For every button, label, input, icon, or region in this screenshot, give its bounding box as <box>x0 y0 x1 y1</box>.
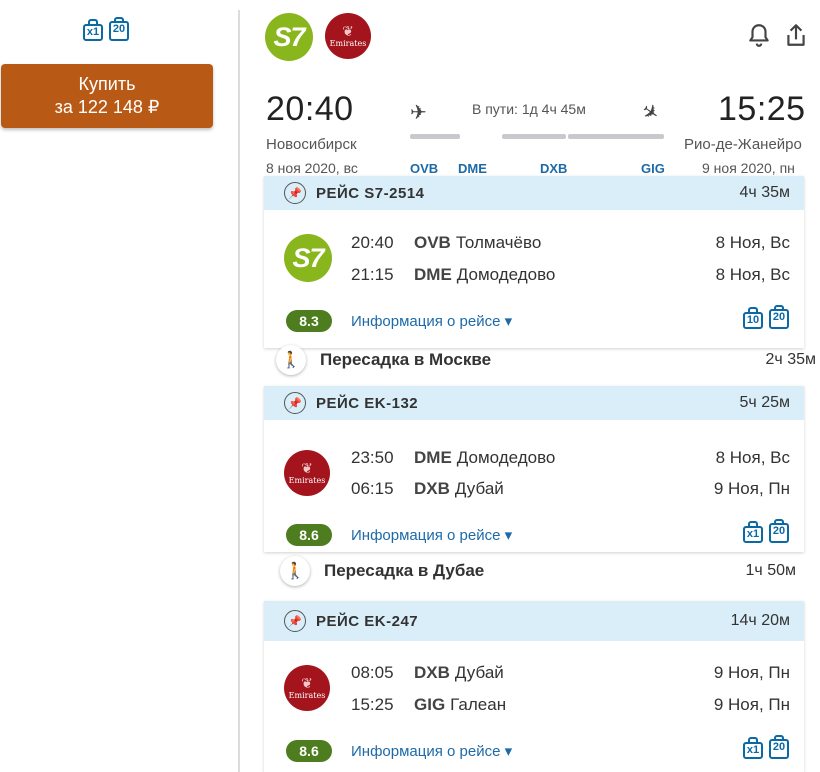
takeoff-icon: ✈ <box>410 102 427 124</box>
route-segment <box>502 134 566 139</box>
flight-number: РЕЙС S7-2514 <box>316 184 425 202</box>
s7-logo-icon: S7 <box>284 234 332 282</box>
segment-departure: 20:40 OVB Толмачёво 8 Ноя, Вс <box>351 233 790 252</box>
segment-arrival: 15:25 GIG Галеан 9 Ноя, Пн <box>351 695 790 714</box>
buy-button[interactable]: Купить за 122 148 ₽ <box>1 64 213 128</box>
caret-down-icon: ▾ <box>504 527 513 544</box>
route-segment <box>410 134 460 139</box>
flight-info-link[interactable]: Информация о рейсе ▾ <box>351 313 513 330</box>
flight-header[interactable]: 📌 РЕЙС S7-2514 4ч 35м <box>264 176 804 210</box>
pin-icon: 📌 <box>284 182 306 204</box>
carry-on-bag-icon: x1 <box>82 18 104 42</box>
transfer-moscow: 🚶 Пересадка в Москве 2ч 35м <box>276 345 816 375</box>
flight-duration: 4ч 35м <box>739 184 790 201</box>
route-code: DME <box>458 161 487 176</box>
checked-bag-icon: 20 <box>768 305 790 330</box>
departure-city: Новосибирск <box>266 136 357 153</box>
emirates-logo-icon: ❦ Emirates <box>325 13 371 59</box>
departure-date: 8 ноя 2020, вс <box>266 160 358 176</box>
flight-duration: 5ч 25м <box>739 394 790 411</box>
flight-header[interactable]: 📌 РЕЙС EK-132 5ч 25м <box>264 386 804 420</box>
column-divider <box>238 10 240 772</box>
left-panel: x1 20 Купить за 122 148 ₽ <box>0 0 238 772</box>
caret-down-icon: ▾ <box>504 743 513 760</box>
total-duration: В пути: 1д 4ч 45м <box>472 101 586 117</box>
flight-info-link[interactable]: Информация о рейсе ▾ <box>351 743 513 760</box>
flight-number: РЕЙС EK-132 <box>316 394 419 412</box>
emirates-logo-icon: ❦ Emirates <box>284 665 330 711</box>
rating-badge: 8.3 <box>286 310 332 332</box>
route-code: OVB <box>410 161 439 176</box>
baggage-info: x1 20 <box>742 519 790 544</box>
segment-departure: 08:05 DXB Дубай 9 Ноя, Пн <box>351 663 790 682</box>
buy-button-price: за 122 148 ₽ <box>54 97 160 117</box>
flight-card: 📌 РЕЙС S7-2514 4ч 35м S7 20:40 OVB Толмачё… <box>264 176 804 348</box>
carry-on-bag-icon: 10 <box>742 306 764 330</box>
arrival-city: Рио-де-Жанейро <box>684 136 802 153</box>
caret-down-icon: ▾ <box>504 313 513 330</box>
pin-icon: 📌 <box>284 610 306 632</box>
arrival-date: 9 ноя 2020, пн <box>702 160 795 176</box>
flight-card: 📌 РЕЙС EK-132 5ч 25м ❦ Emirates 23:50 DME Д… <box>264 386 804 552</box>
buy-button-label: Купить <box>78 74 136 94</box>
checked-bag-icon: 20 <box>768 519 790 544</box>
checked-bag-icon: 20 <box>768 735 790 760</box>
arrival-time: 15:25 <box>718 90 806 128</box>
route-code: GIG <box>641 161 665 176</box>
flight-number: РЕЙС EK-247 <box>316 612 419 630</box>
emirates-logo-icon: ❦ Emirates <box>284 450 330 496</box>
flight-card: 📌 РЕЙС EK-247 14ч 20м ❦ Emirates 08:05 DXB… <box>264 601 804 772</box>
carry-on-bag-icon: x1 <box>742 736 764 760</box>
segment-arrival: 06:15 DXB Дубай 9 Ноя, Пн <box>351 479 790 498</box>
flight-duration: 14ч 20м <box>730 612 790 629</box>
landing-icon: ✈ <box>636 99 664 127</box>
flight-info-link[interactable]: Информация о рейсе ▾ <box>351 527 513 544</box>
s7-logo-icon: S7 <box>265 13 313 61</box>
walking-person-icon: 🚶 <box>280 556 310 586</box>
pin-icon: 📌 <box>284 392 306 414</box>
transfer-dubai: 🚶 Пересадка в Дубае 1ч 50м <box>280 556 796 586</box>
carry-on-bag-icon: x1 <box>742 520 764 544</box>
rating-badge: 8.6 <box>286 740 332 762</box>
baggage-info: x1 20 <box>82 17 130 42</box>
flight-header[interactable]: 📌 РЕЙС EK-247 14ч 20м <box>264 601 804 641</box>
checked-bag-icon: 20 <box>108 17 130 42</box>
segment-departure: 23:50 DME Домодедово 8 Ноя, Вс <box>351 448 790 467</box>
share-icon[interactable] <box>783 22 809 48</box>
baggage-info: 10 20 <box>742 305 790 330</box>
departure-time: 20:40 <box>266 90 354 128</box>
rating-badge: 8.6 <box>286 524 332 546</box>
segment-arrival: 21:15 DME Домодедово 8 Ноя, Вс <box>351 265 790 284</box>
route-segment <box>568 134 664 139</box>
route-code: DXB <box>540 161 568 176</box>
baggage-info: x1 20 <box>742 735 790 760</box>
ticket-details: S7 ❦ Emirates 20:40 15:25 Новосибирск Рио… <box>240 0 820 772</box>
bell-icon[interactable] <box>746 22 772 48</box>
walking-person-icon: 🚶 <box>276 345 306 375</box>
